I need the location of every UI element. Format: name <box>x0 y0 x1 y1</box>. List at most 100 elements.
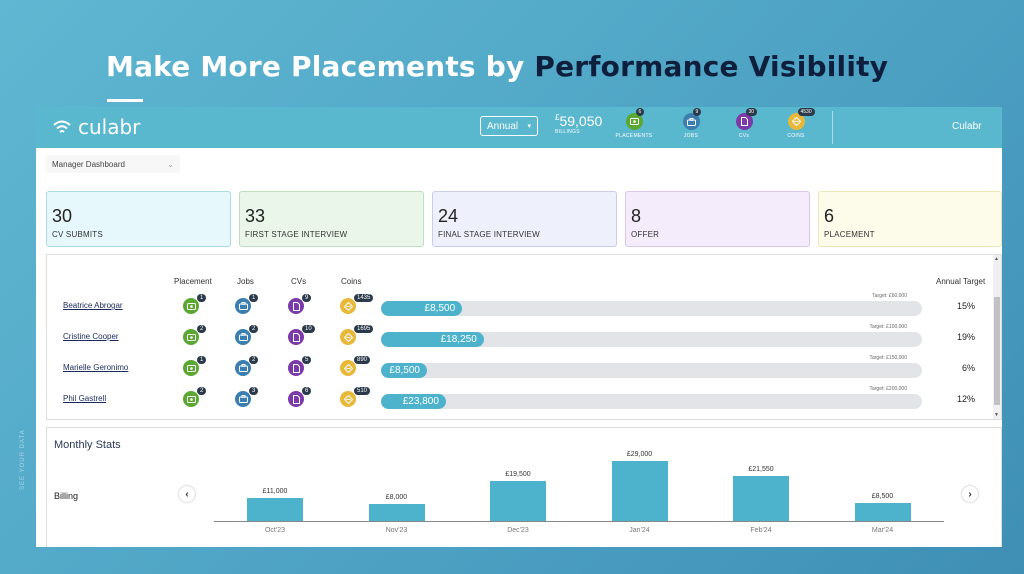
chart-value-label: £29,000 <box>626 451 653 458</box>
chart-value-label: £19,500 <box>505 470 531 478</box>
chevron-right-icon[interactable]: › <box>962 486 978 502</box>
billing-row-label: Billing <box>54 491 79 501</box>
placement-count-badge: 2 <box>197 325 207 333</box>
coins-count-badge: 1695 <box>354 325 374 333</box>
target-label: Target: £60,000 <box>872 293 907 299</box>
chart-value-label: £21,550 <box>748 466 774 474</box>
cash-icon <box>183 298 199 314</box>
top-stat-cvs[interactable]: 30 CVs <box>722 108 766 139</box>
stat-card-label: OFFER <box>631 230 660 239</box>
logo[interactable]: culabr <box>52 115 140 139</box>
chart-bar[interactable] <box>854 503 911 521</box>
billing-progress-fill: £23,800 <box>381 394 446 409</box>
consultant-name-link[interactable]: Marielle Geronimo <box>63 363 129 372</box>
stat-card-first-stage[interactable]: 33 FIRST STAGE INTERVIEW <box>239 191 424 247</box>
consultant-name-link[interactable]: Cristine Cooper <box>63 332 119 341</box>
cash-icon <box>183 329 199 345</box>
col-header-jobs: Jobs <box>237 277 254 286</box>
table-row: Cristine Cooper 2 2 10 1695 Target: £100… <box>47 255 993 347</box>
cash-icon: 6 <box>625 108 645 130</box>
top-bar: culabr Annual ▾ £59,050 BILLINGS 6 PLACEM… <box>36 107 1002 148</box>
stat-card-value: 33 <box>245 206 266 226</box>
billing-progress-track: £18,250 <box>381 332 922 347</box>
top-stat-count: 4530 <box>797 108 815 116</box>
stat-card-value: 30 <box>52 206 73 226</box>
table-row: Marielle Geronimo 1 2 5 890 Target: £150… <box>47 255 993 378</box>
target-percent: 15% <box>956 301 975 311</box>
stat-card-label: CV SUBMITS <box>52 230 103 239</box>
jobs-count-badge: 2 <box>249 325 259 333</box>
table-scrollbar[interactable]: ▲ ▼ <box>993 255 1001 419</box>
cash-icon <box>183 360 199 376</box>
briefcase-icon <box>235 360 251 376</box>
chart-bar[interactable] <box>247 498 303 521</box>
consultant-name-link[interactable]: Beatrice Abrogar <box>63 301 123 310</box>
briefcase-icon <box>235 391 251 407</box>
col-header-coins: Coins <box>341 277 362 286</box>
stat-card-cv-submits[interactable]: 30 CV SUBMITS <box>46 191 231 247</box>
document-icon <box>288 298 304 314</box>
coin-icon <box>340 360 356 376</box>
coins-count-badge: 890 <box>354 356 371 364</box>
document-icon: 30 <box>735 108 758 130</box>
col-header-annual-target: Annual Target <box>936 277 986 286</box>
scroll-down-icon[interactable]: ▼ <box>994 412 999 418</box>
chart-bar[interactable] <box>733 476 789 521</box>
billing-progress-fill: £8,500 <box>381 363 427 378</box>
stat-card-label: PLACEMENT <box>824 230 875 239</box>
top-stat-count: 9 <box>692 108 702 116</box>
billing-progress-track: £23,800 <box>381 394 922 409</box>
chevron-down-icon: ⌄ <box>167 159 174 169</box>
dashboard-select[interactable]: Manager Dashboard ⌄ <box>46 155 180 173</box>
chart-value-label: £8,000 <box>385 494 408 502</box>
table-row: Beatrice Abrogar 1 1 9 1435 Target: £60,… <box>47 255 993 316</box>
billing-amount: 59,050 <box>559 113 603 129</box>
target-percent: 19% <box>956 332 975 342</box>
chart-x-tick-label: Dec'23 <box>507 527 529 534</box>
top-bar-divider <box>832 111 833 144</box>
top-stat-label: COINS <box>787 133 805 139</box>
briefcase-icon: 9 <box>682 108 702 130</box>
scroll-up-icon[interactable]: ▲ <box>994 256 999 262</box>
billing-label: BILLINGS <box>555 129 580 135</box>
jobs-count-badge: 2 <box>249 356 259 364</box>
consultant-name-link[interactable]: Phil Gastrell <box>63 394 107 403</box>
dashboard-select-value: Manager Dashboard <box>52 159 125 169</box>
billing-progress-track: £8,500 <box>381 363 922 378</box>
top-stat-jobs[interactable]: 9 JOBS <box>669 108 713 139</box>
chart-x-tick-label: Jan'24 <box>629 527 650 534</box>
table-row: Phil Gastrell 2 3 6 510 Target: £200,000… <box>47 255 993 409</box>
target-label: Target: £200,000 <box>869 386 907 392</box>
jobs-count-badge: 3 <box>249 387 259 395</box>
stat-card-final-stage[interactable]: 24 FINAL STAGE INTERVIEW <box>432 191 617 247</box>
billing-progress-track: £8,500 <box>381 301 922 316</box>
chart-bar[interactable] <box>368 504 425 521</box>
coin-icon <box>340 391 356 407</box>
stat-card-offer[interactable]: 8 OFFER <box>625 191 810 247</box>
period-select[interactable]: Annual ▾ <box>480 116 538 136</box>
scrollbar-thumb[interactable] <box>994 297 1000 405</box>
document-icon <box>288 391 304 407</box>
chart-bar[interactable] <box>490 480 546 521</box>
monthly-stats-panel: Monthly Stats Billing ‹ › £11,000 Oct'23 £… <box>46 427 1002 547</box>
chart-bar[interactable] <box>611 461 668 521</box>
target-percent: 12% <box>956 394 975 404</box>
document-icon <box>288 360 304 376</box>
user-name[interactable]: Culabr <box>952 121 982 132</box>
top-stat-count: 6 <box>635 108 645 116</box>
monthly-stats-title: Monthly Stats <box>54 439 121 451</box>
coin-icon <box>340 298 356 314</box>
cash-icon <box>183 391 199 407</box>
period-value: Annual <box>487 120 519 132</box>
chart-x-axis <box>214 521 944 522</box>
top-stat-placements[interactable]: 6 PLACEMENTS <box>612 108 656 139</box>
wifi-logo-icon <box>53 120 71 133</box>
placement-count-badge: 1 <box>197 356 207 364</box>
hero-underline <box>107 99 143 102</box>
top-stat-label: CVs <box>738 133 750 139</box>
chevron-left-icon[interactable]: ‹ <box>179 486 195 502</box>
top-stat-coins[interactable]: 4530 COINS <box>774 108 818 139</box>
chart-value-label: £8,500 <box>871 493 894 501</box>
stat-card-placement[interactable]: 6 PLACEMENT <box>818 191 1002 247</box>
coins-count-badge: 510 <box>354 387 371 395</box>
